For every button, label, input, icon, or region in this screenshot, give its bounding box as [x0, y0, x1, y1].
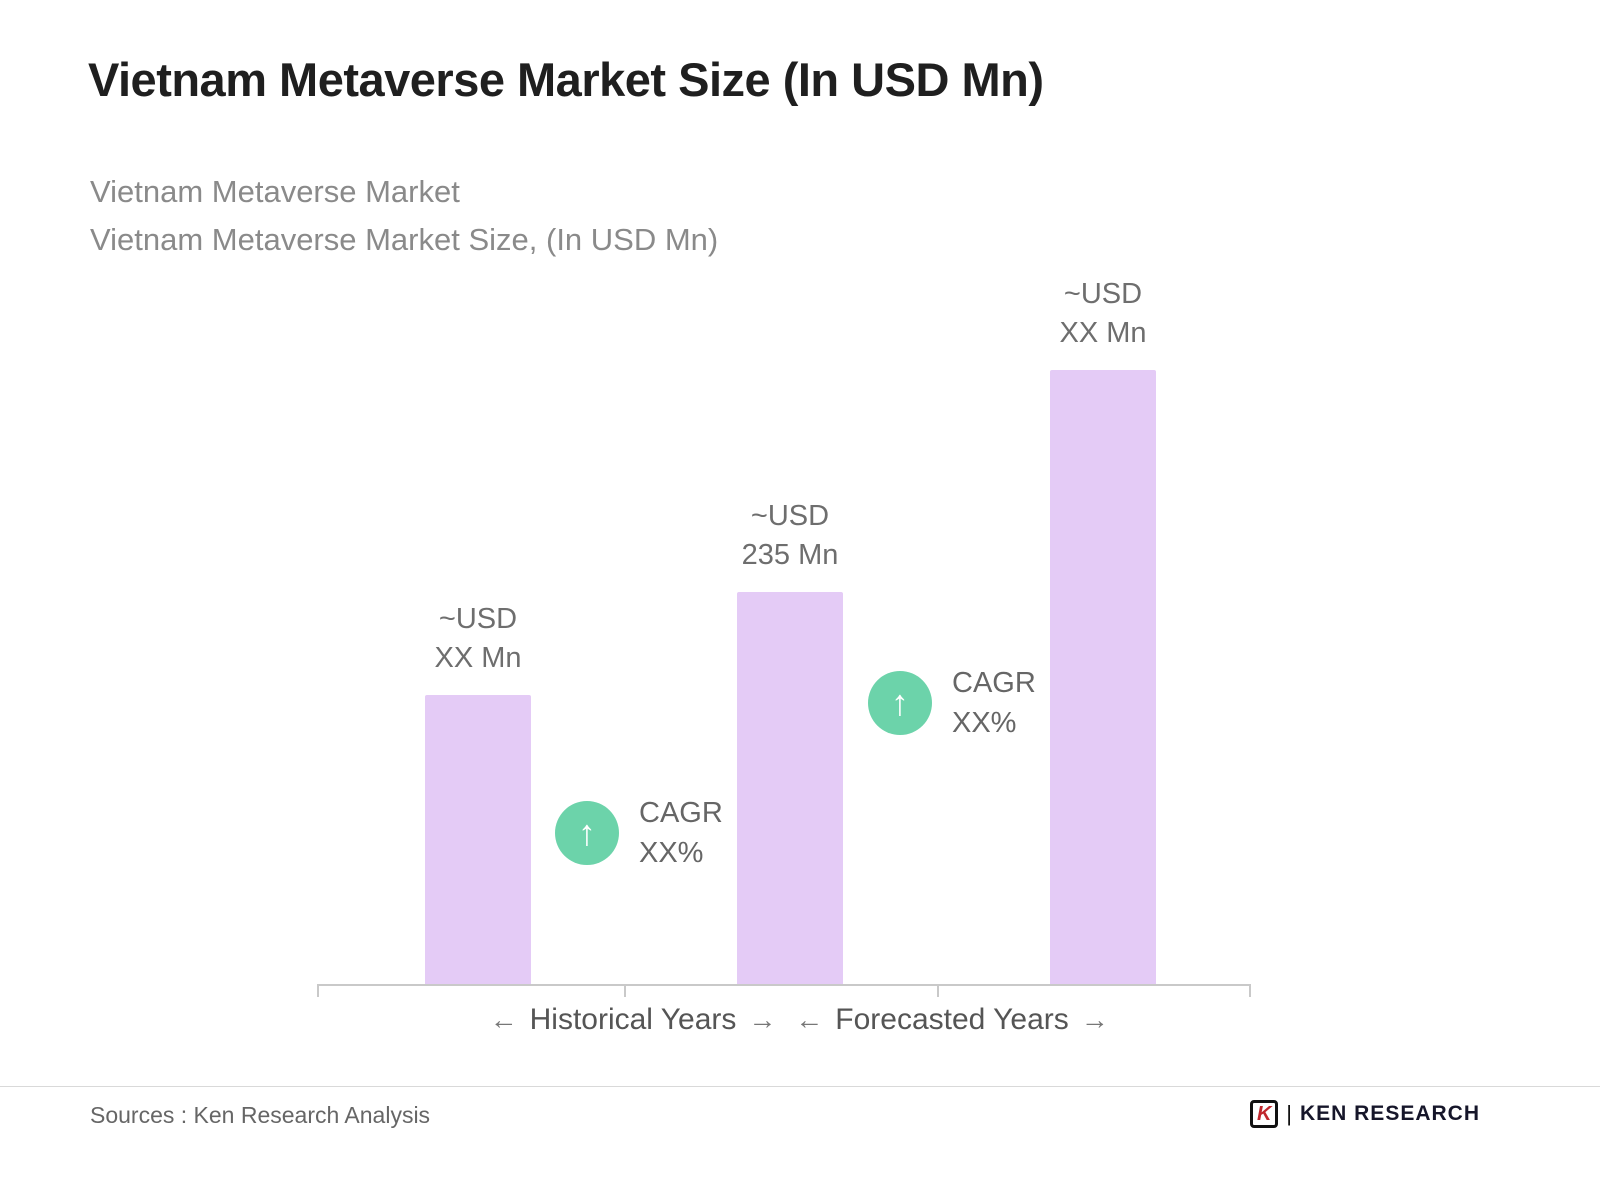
- x-axis-group-text: Forecasted Years: [835, 1003, 1069, 1036]
- left-arrow-icon: ←: [489, 1004, 518, 1035]
- cagr-label: CAGR XX%: [952, 663, 1036, 743]
- up-arrow-icon: ↑: [578, 812, 596, 853]
- chart-subtitle: Vietnam Metaverse Market Vietnam Metaver…: [90, 168, 718, 264]
- page-title: Vietnam Metaverse Market Size (In USD Mn…: [88, 53, 1044, 106]
- x-axis-label-forecasted: ← Forecasted Years →: [795, 1003, 1108, 1037]
- up-arrow-circle-icon: ↑: [555, 801, 619, 865]
- bar-label-line-2: XX Mn: [1059, 317, 1147, 349]
- brand-name: KEN RESEARCH: [1299, 1102, 1480, 1125]
- ken-research-logo-icon: K: [1250, 1100, 1279, 1128]
- cagr-label-line-2: XX%: [639, 837, 704, 869]
- x-axis-tick: [317, 984, 319, 997]
- right-arrow-icon: →: [1080, 1004, 1109, 1035]
- bar: [425, 695, 531, 985]
- bar-group-forecast: ~USD XX Mn: [1013, 275, 1193, 985]
- bar-label-line-2: 235 Mn: [741, 539, 839, 571]
- bar-value-label: ~USD XX Mn: [1059, 275, 1146, 353]
- cagr-annotation-forecast: ↑ CAGR XX%: [868, 663, 1036, 743]
- x-axis-line: [318, 984, 1250, 986]
- x-axis-tick: [624, 984, 626, 997]
- bar: [1050, 370, 1156, 985]
- bar-label-line-1: ~USD: [438, 603, 518, 635]
- ken-research-logo: K | KEN RESEARCH: [1250, 1100, 1480, 1128]
- bar: [737, 592, 843, 985]
- right-arrow-icon: →: [748, 1004, 777, 1035]
- cagr-annotation-historical: ↑ CAGR XX%: [555, 793, 723, 873]
- footer-divider: [0, 1086, 1600, 1087]
- x-axis-tick: [937, 984, 939, 997]
- cagr-label-line-1: CAGR: [952, 667, 1036, 699]
- bar-value-label: ~USD XX Mn: [434, 600, 521, 678]
- cagr-label: CAGR XX%: [639, 793, 723, 873]
- subtitle-line-1: Vietnam Metaverse Market: [90, 174, 460, 209]
- logo-divider: |: [1286, 1101, 1292, 1126]
- bar-label-line-1: ~USD: [750, 500, 830, 532]
- x-axis-tick: [1249, 984, 1251, 997]
- bar-value-label: ~USD 235 Mn: [742, 497, 839, 575]
- bar-group-historical: ~USD XX Mn: [388, 600, 568, 985]
- up-arrow-icon: ↑: [891, 682, 909, 723]
- up-arrow-circle-icon: ↑: [868, 671, 932, 735]
- bar-label-line-2: XX Mn: [434, 642, 522, 674]
- x-axis-group-text: Historical Years: [529, 1003, 737, 1036]
- left-arrow-icon: ←: [795, 1004, 824, 1035]
- subtitle-line-2: Vietnam Metaverse Market Size, (In USD M…: [90, 222, 719, 257]
- cagr-label-line-2: XX%: [952, 707, 1017, 739]
- bar-label-line-1: ~USD: [1063, 278, 1143, 310]
- x-axis-label-historical: ← Historical Years →: [490, 1003, 777, 1037]
- sources-text: Sources : Ken Research Analysis: [90, 1102, 431, 1128]
- bar-group-current: ~USD 235 Mn: [700, 497, 880, 985]
- cagr-label-line-1: CAGR: [639, 797, 723, 829]
